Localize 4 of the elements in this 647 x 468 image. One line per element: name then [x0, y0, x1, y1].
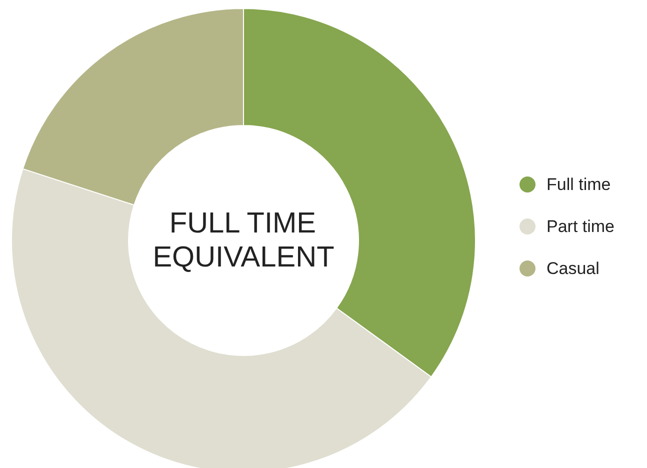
legend-label: Full time	[546, 175, 611, 194]
legend-label: Casual	[546, 259, 600, 278]
text: FULL TIME EQUIVALENT	[152, 208, 335, 274]
legend-label: Part time	[546, 217, 615, 236]
